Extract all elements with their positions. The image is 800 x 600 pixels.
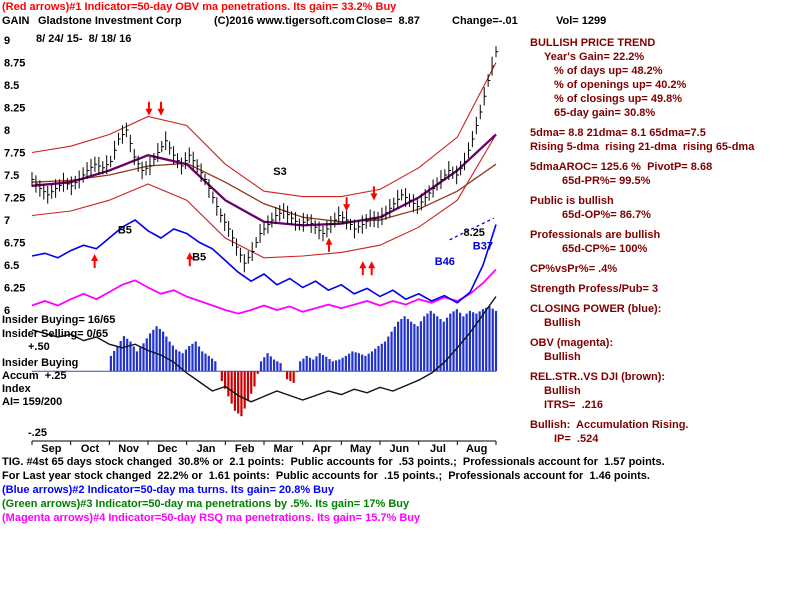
x-axis-label: Feb	[235, 443, 255, 455]
analysis-line: % of openings up= 40.2%	[554, 79, 687, 91]
dashed-blue-segment	[449, 217, 494, 241]
x-axis-label: Nov	[118, 443, 140, 455]
footer-line: (Magenta arrows)#4 Indicator=50-day RSQ …	[2, 512, 421, 524]
analysis-line: Bullish: Accumulation Rising.	[530, 419, 689, 431]
x-axis-label: Sep	[41, 443, 61, 455]
x-axis-label: Jan	[197, 443, 216, 455]
ticker-symbol: GAIN	[2, 15, 30, 27]
analysis-line: OBV (magenta):	[530, 337, 614, 349]
close-value: Close= 8.87	[356, 15, 420, 27]
insider-buying-count: Insider Buying= 16/65	[2, 314, 116, 326]
volume-value: Vol= 1299	[556, 15, 607, 27]
accum-index-label-3: Index	[2, 383, 31, 395]
analysis-line: REL.STR..VS DJI (brown):	[530, 371, 666, 383]
footer-indicator-block: TIG. #4st 65 days stock changed 30.8% or…	[2, 455, 665, 525]
analysis-line: Bullish	[544, 351, 581, 363]
insider-selling-count: Insider Selling= 0/65	[2, 328, 109, 340]
sell-arrow	[145, 108, 153, 116]
y-axis-label: 9	[4, 35, 10, 47]
buy-arrow	[186, 252, 194, 260]
analysis-line: Rising 5-dma rising 21-dma rising 65-dma	[530, 141, 755, 153]
accum-scale-plus50: +.50	[28, 341, 50, 353]
top-indicator-line: (Red arrows)#1 Indicator=50-day OBV ma p…	[2, 1, 397, 13]
ma50-line	[31, 133, 497, 227]
y-axis-label: 7.75	[4, 148, 25, 160]
date-range: 8/ 24/ 15- 8/ 18/ 16	[36, 33, 132, 45]
y-axis-label: 6.25	[4, 283, 25, 295]
footer-line: (Green arrows)#3 Indicator=50-day ma pen…	[2, 498, 410, 510]
obv-line	[31, 268, 497, 315]
y-axis-label: 8.5	[4, 80, 19, 92]
accum-index-label-2: Accum +.25	[2, 370, 67, 382]
analysis-line: % of days up= 48.2%	[554, 65, 663, 77]
x-axis-label: Apr	[313, 443, 333, 455]
y-axis-label: 7.25	[4, 193, 25, 205]
analysis-line: Public is bullish	[530, 195, 614, 207]
copyright-text: (C)2016 www.tigersoft.com	[214, 15, 355, 27]
analysis-line: Professionals are bullish	[530, 229, 661, 241]
analysis-panel: BULLISH PRICE TREND Year's Gain= 22.2% % o…	[530, 36, 798, 446]
analysis-line: Strength Profess/Pub= 3	[530, 283, 659, 295]
buy-arrow	[91, 254, 99, 261]
analysis-line: ITRS= .216	[544, 399, 604, 411]
buy-arrow	[325, 237, 333, 245]
signal-annotation: B37	[473, 241, 493, 253]
upper-band-line	[31, 62, 497, 198]
analysis-line: 5dmaAROC= 125.6 % PivotP= 8.68	[530, 161, 713, 173]
footer-line: (Blue arrows)#2 Indicator=50-day ma turn…	[2, 484, 334, 496]
x-axis-label: Mar	[274, 443, 294, 455]
signal-annotation: 8.25	[464, 227, 485, 239]
y-axis-label: 6.75	[4, 238, 25, 250]
rel-str-line	[31, 296, 497, 403]
analysis-line: Bullish	[544, 317, 581, 329]
analysis-line: IP= .524	[554, 433, 599, 445]
analysis-line: 65d-OP%= 86.7%	[562, 209, 651, 221]
analysis-line: 65-day gain= 30.8%	[554, 107, 656, 119]
analysis-line: Year's Gain= 22.2%	[544, 51, 645, 63]
x-axis-label: Jun	[390, 443, 410, 455]
signal-annotation: B5	[192, 252, 206, 264]
x-axis-label: Dec	[157, 443, 177, 455]
change-value: Change=-.01	[452, 15, 518, 27]
company-name: Gladstone Investment Corp	[38, 15, 182, 27]
buy-arrow	[359, 261, 367, 269]
accum-index-label-1: Insider Buying	[2, 357, 79, 369]
y-axis-label: 6.5	[4, 260, 19, 272]
x-axis-label: Oct	[81, 443, 100, 455]
sell-arrow	[157, 108, 165, 116]
y-axis-label: 7	[4, 215, 10, 227]
sell-arrow	[343, 204, 351, 212]
accum-scale-minus25: -.25	[28, 427, 47, 439]
y-axis-label: 8.25	[4, 103, 25, 115]
lower-band-line	[31, 134, 497, 259]
analysis-line: 65d-PR%= 99.5%	[562, 175, 651, 187]
ma65-line	[31, 162, 497, 223]
buy-arrow	[368, 261, 376, 269]
y-axis-label: 8.75	[4, 58, 25, 70]
x-axis-label: Aug	[466, 443, 487, 455]
footer-line: For Last year stock changed 22.2% or 1.6…	[2, 470, 650, 482]
y-axis-label: 8	[4, 125, 10, 137]
analysis-line: Bullish	[544, 385, 581, 397]
analysis-line: CP%vsPr%= .4%	[530, 263, 618, 275]
analysis-line: BULLISH PRICE TREND	[530, 37, 656, 49]
footer-line: TIG. #4st 65 days stock changed 30.8% or…	[2, 456, 665, 468]
signal-annotation: B5	[118, 225, 132, 237]
analysis-line: % of closings up= 49.8%	[554, 93, 683, 105]
closing-power-line	[31, 219, 497, 304]
analysis-line: 65d-CP%= 100%	[562, 243, 648, 255]
x-axis-label: Jul	[430, 443, 446, 455]
signal-annotation: S3	[273, 166, 286, 178]
signal-annotation: B46	[435, 256, 455, 268]
sell-arrow	[370, 193, 378, 201]
x-axis-label: May	[350, 443, 372, 455]
analysis-line: CLOSING POWER (blue):	[530, 303, 662, 315]
y-axis-label: 7.5	[4, 170, 19, 182]
analysis-line: 5dma= 8.8 21dma= 8.1 65dma=7.5	[530, 127, 706, 139]
y-axis-label: 6	[4, 305, 10, 317]
accum-index-value: AI= 159/200	[2, 396, 63, 408]
